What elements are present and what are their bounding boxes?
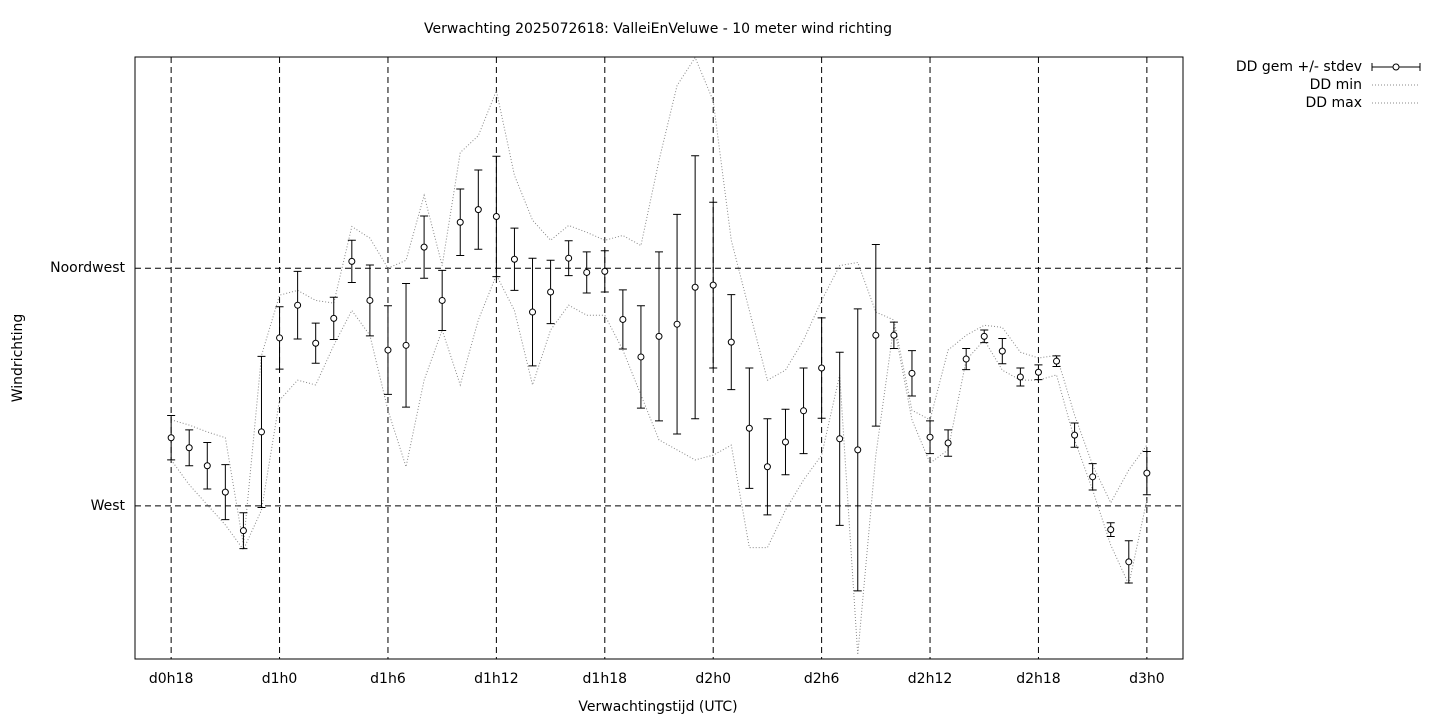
data-point [637, 353, 645, 361]
data-point [1071, 431, 1079, 439]
data-point [583, 268, 591, 276]
data-point [854, 446, 862, 454]
data-point [962, 355, 970, 363]
data-point [800, 407, 808, 415]
data-point [1089, 473, 1097, 481]
data-point [763, 463, 771, 471]
data-point [456, 218, 464, 226]
y-tick-label: Noordwest [50, 260, 125, 276]
data-point [474, 206, 482, 214]
data-point [709, 281, 717, 289]
x-tick-label: d1h12 [474, 671, 518, 687]
x-tick-label: d2h18 [1016, 671, 1060, 687]
legend-swatch [1392, 63, 1400, 71]
data-point [944, 439, 952, 447]
data-point [366, 296, 374, 304]
data-point [565, 254, 573, 262]
chart-title: Verwachting 2025072618: ValleiEnVeluwe -… [424, 21, 892, 37]
data-point [908, 369, 916, 377]
data-point [420, 243, 428, 251]
data-point [998, 347, 1006, 355]
data-point [619, 315, 627, 323]
data-point [1053, 357, 1061, 365]
y-tick-label: West [91, 498, 126, 514]
data-point [492, 212, 500, 220]
data-point [221, 488, 229, 496]
data-point [601, 267, 609, 275]
data-point [257, 428, 265, 436]
data-point [1107, 526, 1115, 534]
data-point [980, 332, 988, 340]
data-point [167, 434, 175, 442]
data-point [239, 527, 247, 535]
x-tick-label: d2h6 [804, 671, 840, 687]
data-point [890, 331, 898, 339]
data-point [1016, 373, 1024, 381]
x-tick-label: d1h0 [262, 671, 298, 687]
data-point [547, 288, 555, 296]
data-point [402, 341, 410, 349]
data-point [818, 364, 826, 372]
data-point [1034, 368, 1042, 376]
data-point [510, 255, 518, 263]
x-tick-label: d2h12 [908, 671, 952, 687]
data-point [745, 424, 753, 432]
data-point [655, 332, 663, 340]
data-point [836, 435, 844, 443]
x-tick-label: d0h18 [149, 671, 193, 687]
x-tick-label: d2h0 [695, 671, 731, 687]
data-point [330, 314, 338, 322]
x-tick-label: d3h0 [1129, 671, 1165, 687]
plot-border [134, 56, 1184, 660]
data-point [185, 444, 193, 452]
data-point [691, 283, 699, 291]
legend-label: DD max [1305, 95, 1362, 111]
data-point [781, 438, 789, 446]
x-tick-label: d1h6 [370, 671, 406, 687]
data-point [529, 308, 537, 316]
data-point [312, 339, 320, 347]
data-point [294, 301, 302, 309]
data-point [926, 433, 934, 441]
data-point [872, 331, 880, 339]
data-point [1125, 558, 1133, 566]
data-point [1143, 469, 1151, 477]
data-point [727, 338, 735, 346]
x-axis-label: Verwachtingstijd (UTC) [578, 699, 737, 715]
legend-label: DD gem +/- stdev [1236, 59, 1362, 75]
data-point [438, 296, 446, 304]
x-tick-label: d1h18 [583, 671, 627, 687]
data-point [203, 462, 211, 470]
data-point [276, 334, 284, 342]
data-point [348, 257, 356, 265]
legend-label: DD min [1310, 77, 1362, 93]
data-point [673, 320, 681, 328]
data-point [384, 346, 392, 354]
y-axis-label: Windrichting [10, 314, 26, 403]
series-line [170, 273, 1148, 655]
